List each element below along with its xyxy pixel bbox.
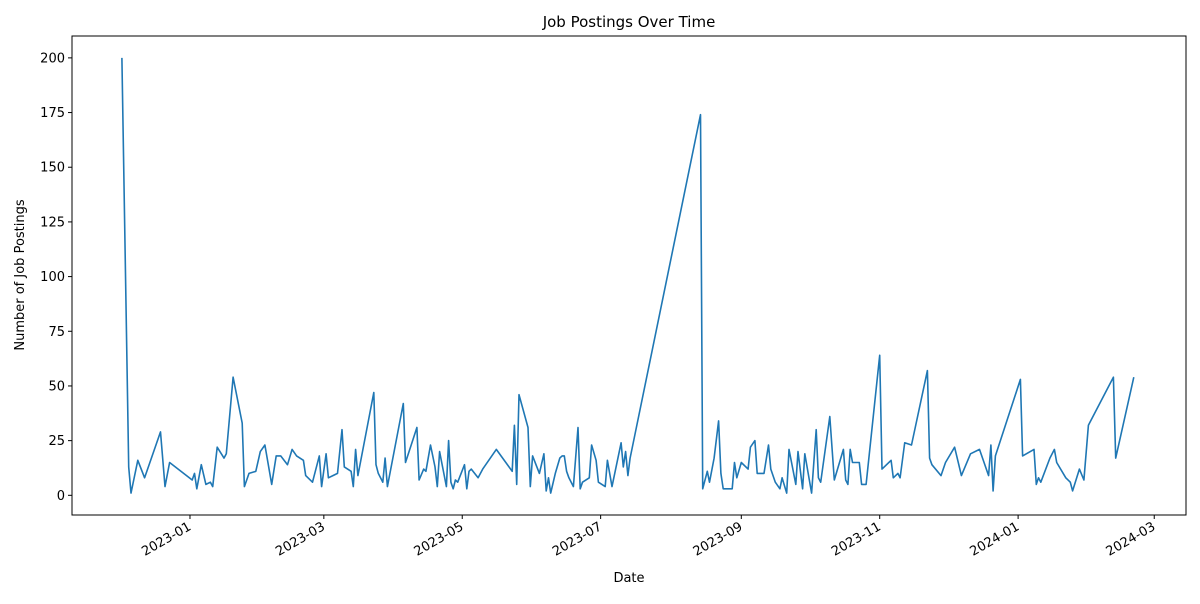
x-tick-label: 2023-09 (691, 519, 746, 559)
y-tick-label: 200 (40, 51, 65, 66)
y-tick-label: 25 (48, 434, 65, 449)
y-tick-label: 100 (40, 270, 65, 285)
x-tick-label: 2023-03 (273, 519, 328, 559)
x-axis-label: Date (613, 571, 644, 586)
x-tick-label: 2023-07 (550, 519, 605, 559)
y-tick-label: 175 (40, 106, 65, 121)
chart-title: Job Postings Over Time (542, 13, 716, 31)
x-tick-label: 2024-01 (968, 519, 1023, 559)
y-tick-label: 75 (48, 325, 65, 340)
y-tick-label: 150 (40, 161, 65, 176)
x-tick-label: 2023-05 (412, 519, 467, 559)
line-series (121, 57, 1135, 494)
x-tick-label: 2023-01 (139, 519, 194, 559)
y-tick-label: 125 (40, 215, 65, 230)
y-axis-label: Number of Job Postings (13, 199, 28, 350)
y-tick-label: 0 (57, 489, 65, 504)
x-tick-label: 2023-11 (829, 519, 884, 559)
y-tick-label: 50 (48, 379, 65, 394)
plot-frame (71, 35, 1187, 516)
x-tick-label: 2024-03 (1104, 519, 1159, 559)
